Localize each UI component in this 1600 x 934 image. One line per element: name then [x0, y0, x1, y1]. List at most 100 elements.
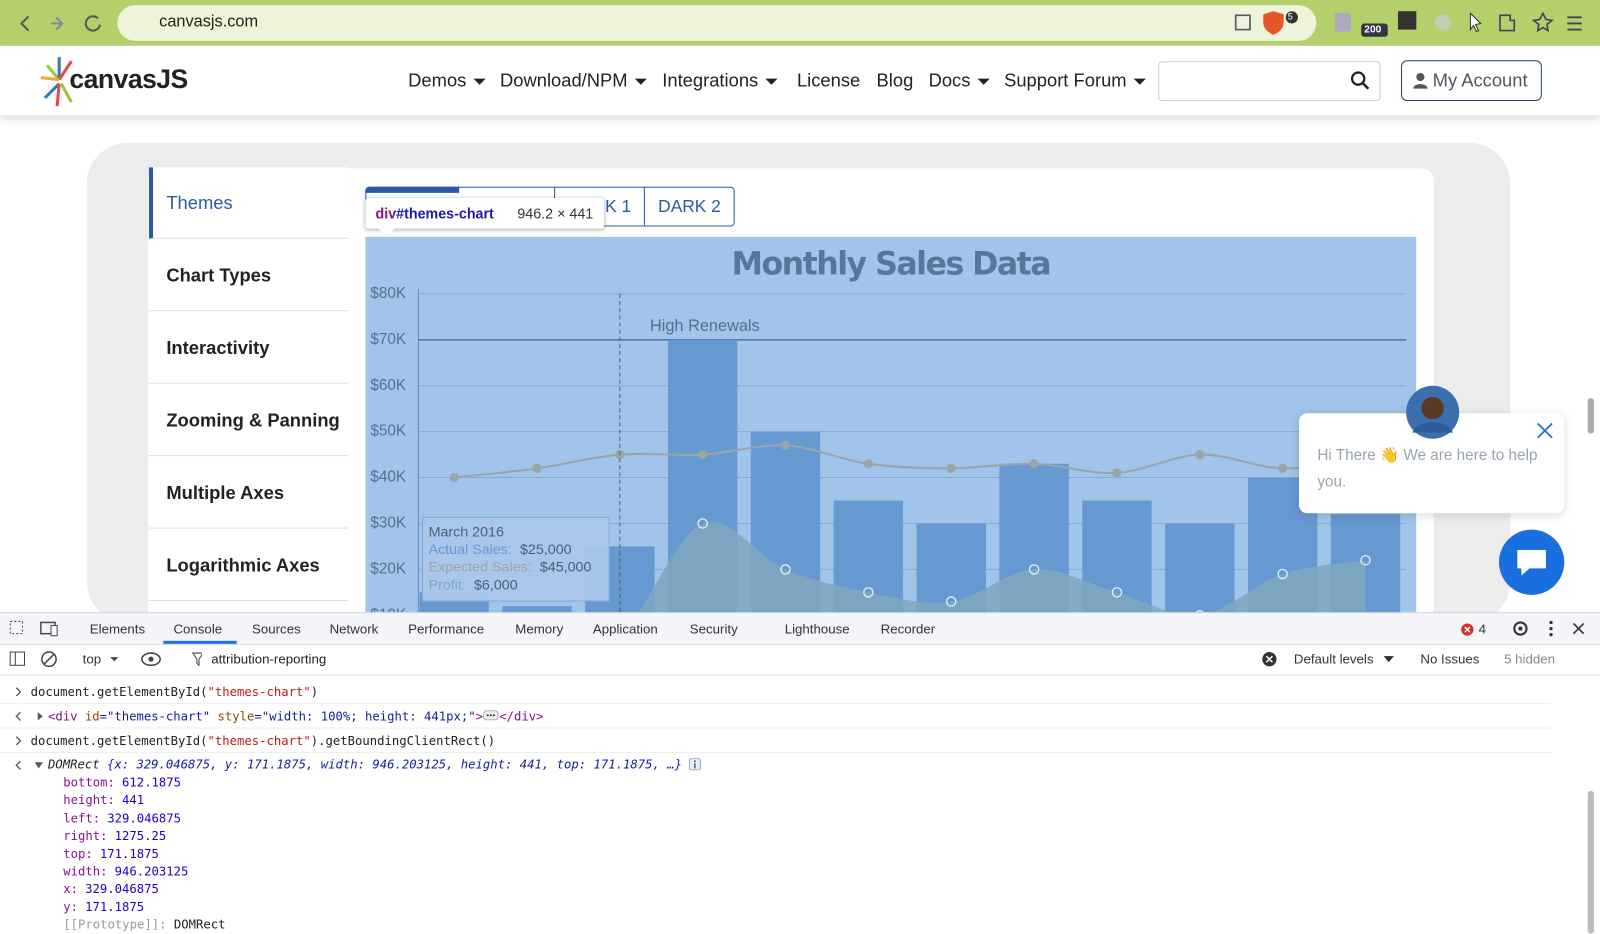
extension-badge: 200 [1364, 24, 1381, 35]
devtools-inspect-icons[interactable] [8, 619, 61, 637]
line-point [947, 464, 956, 473]
tooltip-label: Actual Sales: [429, 542, 512, 558]
html-value: ="width: 100%; height: 441px;" [254, 709, 475, 723]
html-value: ="themes-chart" [100, 709, 211, 723]
property-key: height: [63, 793, 115, 807]
devtools-tab[interactable]: Memory [515, 621, 563, 636]
tab-label[interactable]: K 1 [605, 197, 631, 217]
devtools-tab[interactable]: Lighthouse [785, 621, 850, 636]
tooltip-title: March 2016 [429, 524, 504, 540]
devtools-tab[interactable]: Console [173, 621, 222, 636]
devtools-tab[interactable]: Security [690, 621, 738, 636]
error-icon [1460, 622, 1474, 636]
code: ).getBoundingClientRect() [311, 734, 495, 748]
nav-link[interactable]: Download/NPM [500, 70, 647, 91]
console-row-border [0, 752, 1551, 753]
inspector-selector: div#themes-chart [376, 205, 494, 221]
object-preview: {x: 329.046875, y: 171.1875, width: 946.… [107, 757, 682, 771]
search-icon[interactable] [1350, 70, 1370, 90]
sidebar-item[interactable]: Multiple Axes [149, 457, 348, 528]
code: ) [311, 685, 318, 699]
nav-link[interactable]: Blog [877, 70, 914, 91]
nav-link[interactable]: License [797, 70, 860, 91]
tab-active[interactable] [365, 187, 459, 193]
property-value: 329.046875 [107, 811, 181, 825]
issues[interactable]: No Issues [1420, 651, 1479, 666]
devtools-tab[interactable]: Application [593, 621, 658, 636]
chart-title: Monthly Sales Data [732, 246, 1051, 282]
devtools-tab[interactable]: Sources [252, 621, 301, 636]
line-point [1278, 464, 1287, 473]
tooltip-label: Profit: [429, 577, 466, 593]
context-select[interactable]: top [83, 651, 101, 666]
inspector-id: #themes-chart [396, 205, 494, 221]
user-icon [1413, 72, 1427, 88]
property-key: x: [63, 882, 78, 896]
console-input: document.getElementById("themes-chart").… [31, 734, 495, 748]
chat-avatar [1404, 384, 1461, 441]
address-bar[interactable] [117, 5, 1316, 41]
chat-close[interactable] [1537, 422, 1553, 438]
console-toolbar-border [0, 674, 1600, 675]
chat-button[interactable] [1498, 529, 1565, 596]
shield-badge: 5 [1288, 11, 1293, 21]
nav-link[interactable]: Docs [929, 70, 990, 91]
page-scrollbar [1588, 398, 1594, 434]
property-value: 946.203125 [115, 864, 189, 878]
html-tag: <div [48, 709, 77, 723]
sidebar-item[interactable]: Zooming & Panning [149, 385, 348, 456]
dropdown-caret [1134, 78, 1146, 86]
y-tick-label: $50K [370, 423, 407, 440]
inspector-tag: div [376, 205, 397, 221]
devtools-tab[interactable]: Network [330, 621, 379, 636]
code: document.getElementById( [31, 734, 208, 748]
property-value: 1275.25 [115, 829, 167, 843]
property-value: 612.1875 [122, 776, 181, 790]
chart: Monthly Sales Data $10K$20K$30K$40K$50K$… [365, 237, 1416, 613]
console-row-border [0, 703, 1551, 704]
property-key: top: [63, 847, 92, 861]
tooltip-label: Expected Sales: [429, 560, 532, 576]
line-point [1195, 450, 1204, 459]
browser-extension-icons [1224, 5, 1600, 41]
nav-link[interactable]: Support Forum [1004, 70, 1146, 91]
line-point [1029, 459, 1038, 468]
tooltip-value: $45,000 [540, 560, 592, 576]
account-label[interactable]: My Account [1433, 70, 1528, 91]
tooltip-value: $6,000 [474, 577, 518, 593]
tab-label[interactable]: DARK 2 [658, 197, 721, 217]
line-point [864, 459, 873, 468]
sidebar-item[interactable]: Chart Types [149, 240, 348, 311]
sidebar-item[interactable]: Logarithmic Axes [149, 530, 348, 601]
sidebar-item[interactable]: Interactivity [149, 312, 348, 383]
devtools-tab[interactable]: Recorder [881, 621, 936, 636]
property-value: 441 [122, 793, 144, 807]
console-filter[interactable]: attribution-reporting [211, 651, 326, 666]
property-key: y: [63, 900, 78, 914]
strip-line-label: High Renewals [650, 317, 760, 335]
devtools-controls[interactable] [1510, 618, 1592, 638]
filter-clear[interactable] [1261, 651, 1277, 667]
property-value: 171.1875 [100, 847, 159, 861]
y-tick-label: $20K [370, 560, 407, 577]
console-row-border [0, 728, 1551, 729]
nav-link[interactable]: Integrations [662, 70, 777, 91]
search-box[interactable] [1158, 61, 1380, 101]
error-count[interactable]: 4 [1479, 621, 1486, 636]
log-levels[interactable]: Default levels [1294, 651, 1374, 666]
nav-link[interactable]: Demos [408, 70, 486, 91]
line-point [1112, 468, 1121, 477]
property-value: DOMRect [174, 917, 226, 931]
console-toolbar-icons[interactable] [8, 649, 202, 669]
sidebar-item[interactable]: Themes [149, 167, 348, 238]
devtools-tab[interactable]: Elements [90, 621, 145, 636]
html-attr: id [85, 709, 100, 723]
y-tick-label: $60K [370, 377, 407, 394]
property-value: 171.1875 [85, 900, 144, 914]
console-tab-underline [163, 641, 236, 644]
devtools-tab[interactable]: Performance [408, 621, 484, 636]
y-tick-label: $80K [370, 285, 407, 302]
caret [1384, 655, 1394, 663]
info-icon[interactable] [689, 758, 701, 770]
logo-text[interactable]: canvasJS [69, 63, 187, 95]
